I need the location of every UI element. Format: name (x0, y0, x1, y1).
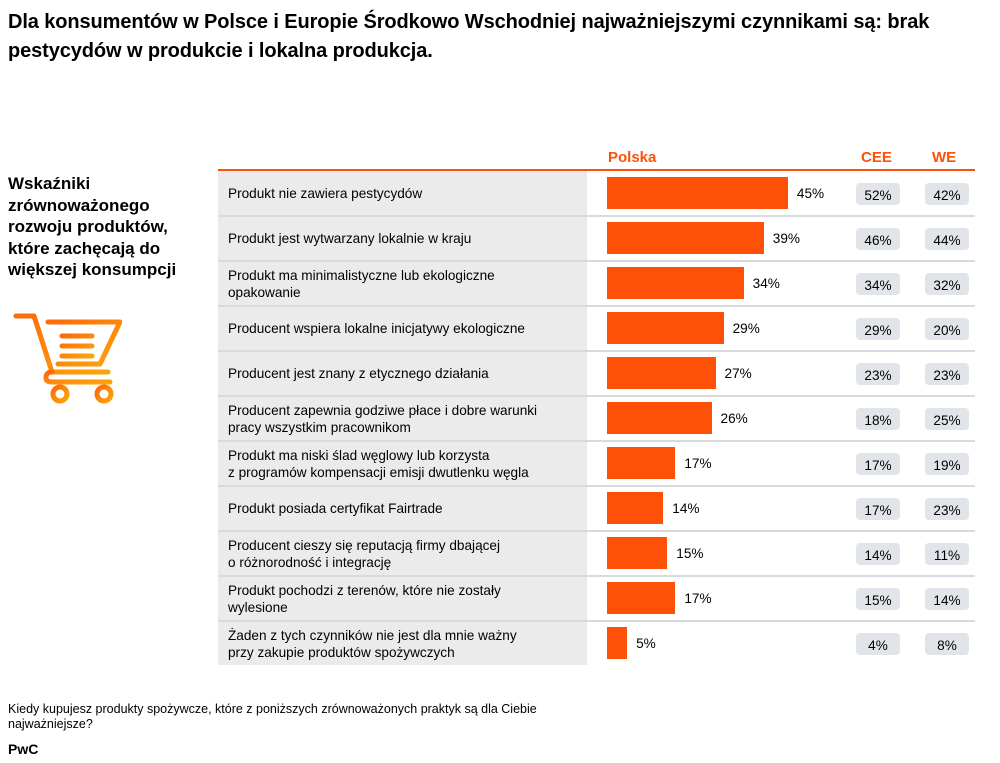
row-divider (218, 575, 975, 577)
data-label-polska: 26% (720, 411, 748, 426)
data-label-we: 11% (925, 543, 969, 565)
data-label-polska: 17% (684, 591, 712, 606)
table-row: Produkt ma minimalistyczne lub ekologicz… (218, 261, 975, 306)
bar-polska (607, 177, 788, 209)
data-label-cee: 52% (856, 183, 900, 205)
bar-polska (607, 627, 628, 659)
table-row: Producent zapewnia godziwe płace i dobre… (218, 396, 975, 441)
data-label-cee: 23% (856, 363, 900, 385)
data-label-polska: 39% (772, 231, 800, 246)
row-divider (218, 440, 975, 442)
row-divider (218, 620, 975, 622)
row-divider (218, 395, 975, 397)
data-label-we: 23% (925, 363, 969, 385)
brand-logo: PwC (8, 741, 39, 757)
data-label-we: 44% (925, 228, 969, 250)
data-label-cee: 18% (856, 408, 900, 430)
page-title: Dla konsumentów w Polsce i Europie Środk… (8, 11, 930, 62)
bar-polska (607, 267, 744, 299)
data-label-we: 19% (925, 453, 969, 475)
table-row: Produkt jest wytwarzany lokalnie w kraju… (218, 216, 975, 261)
table-row: Produkt nie zawiera pestycydów 45% 52% 42% (218, 171, 975, 216)
bar-polska (607, 492, 664, 524)
row-divider (218, 215, 975, 217)
column-header-cee: CEE (861, 149, 892, 166)
data-label-polska: 17% (684, 456, 712, 471)
row-label: Żaden z tych czynników nie jest dla mnie… (228, 627, 517, 660)
data-label-we: 25% (925, 408, 969, 430)
data-label-cee: 34% (856, 273, 900, 295)
bar-polska (607, 402, 712, 434)
data-label-polska: 27% (724, 366, 752, 381)
data-label-cee: 15% (856, 588, 900, 610)
row-divider (218, 350, 975, 352)
table-row: Produkt pochodzi z terenów, które nie zo… (218, 576, 975, 621)
data-label-we: 14% (925, 588, 969, 610)
data-label-polska: 29% (732, 321, 760, 336)
survey-question: Kiedy kupujesz produkty spożywcze, które… (8, 702, 537, 731)
row-divider (218, 530, 975, 532)
label-column-background (218, 171, 587, 665)
row-label: Produkt ma minimalistyczne lub ekologicz… (228, 267, 495, 300)
bar-polska (607, 312, 724, 344)
row-label: Producent jest znany z etycznego działan… (228, 366, 489, 381)
row-label: Producent wspiera lokalne inicjatywy eko… (228, 321, 525, 336)
data-label-we: 8% (925, 633, 969, 655)
row-label: Producent cieszy się reputacją firmy dba… (228, 537, 501, 570)
data-label-cee: 14% (856, 543, 900, 565)
data-label-we: 20% (925, 318, 969, 340)
data-label-cee: 29% (856, 318, 900, 340)
bar-polska (607, 357, 716, 389)
chart-title: Wskaźniki zrównoważonego rozwoju produkt… (8, 174, 177, 279)
data-label-polska: 14% (672, 501, 700, 516)
row-label: Produkt posiada certyfikat Fairtrade (228, 501, 443, 516)
row-divider (218, 305, 975, 307)
data-label-cee: 46% (856, 228, 900, 250)
table-row: Producent jest znany z etycznego działan… (218, 351, 975, 396)
data-label-we: 23% (925, 498, 969, 520)
row-divider (218, 485, 975, 487)
table-row: Żaden z tych czynników nie jest dla mnie… (218, 621, 975, 666)
data-label-polska: 15% (676, 546, 704, 561)
data-label-cee: 17% (856, 498, 900, 520)
row-divider (218, 260, 975, 262)
data-label-polska: 5% (636, 636, 656, 651)
data-label-we: 42% (925, 183, 969, 205)
row-label: Produkt jest wytwarzany lokalnie w kraju (228, 231, 472, 246)
bar-polska (607, 222, 764, 254)
column-header-we: WE (932, 149, 957, 166)
data-label-polska: 45% (796, 186, 825, 201)
row-label: Producent zapewnia godziwe płace i dobre… (228, 402, 538, 435)
header-divider (218, 169, 975, 171)
shopping-cart-icon (13, 313, 122, 404)
row-label: Produkt nie zawiera pestycydów (228, 186, 423, 201)
data-label-cee: 4% (856, 633, 900, 655)
table-row: Producent wspiera lokalne inicjatywy eko… (218, 306, 975, 351)
bar-polska (607, 537, 668, 569)
table-row: Produkt ma niski ślad węglowy lub korzys… (218, 441, 975, 486)
row-label: Produkt pochodzi z terenów, które nie zo… (228, 582, 501, 615)
table-row: Producent cieszy się reputacją firmy dba… (218, 531, 975, 576)
data-label-polska: 34% (752, 276, 780, 291)
bar-polska (607, 582, 676, 614)
bar-polska (607, 447, 676, 479)
data-label-cee: 17% (856, 453, 900, 475)
table-row: Produkt posiada certyfikat Fairtrade 14% 1… (218, 486, 975, 531)
column-header-polska: Polska (608, 149, 657, 166)
row-label: Produkt ma niski ślad węglowy lub korzys… (228, 447, 529, 480)
data-label-we: 32% (925, 273, 969, 295)
